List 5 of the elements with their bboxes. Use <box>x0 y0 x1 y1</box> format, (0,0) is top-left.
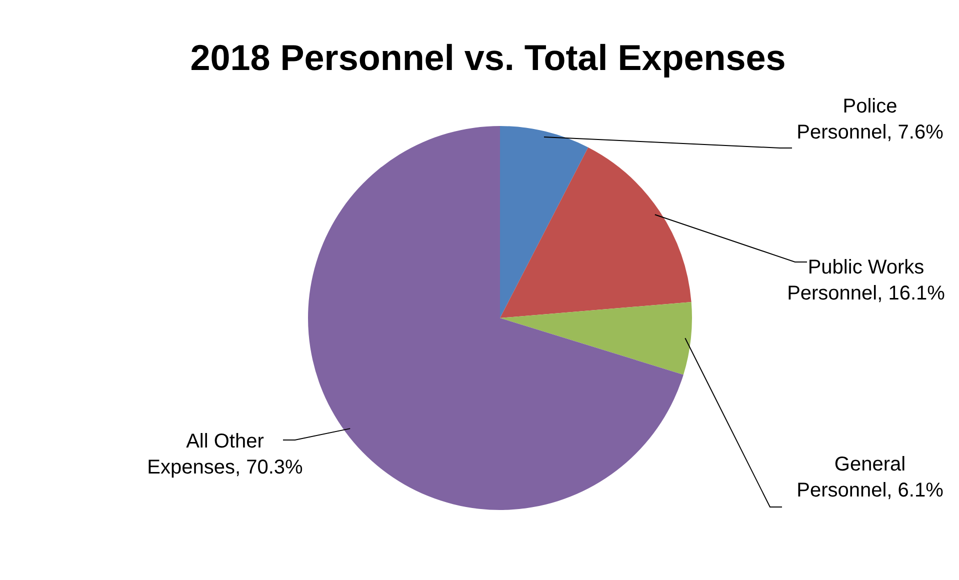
slice-label: General Personnel, 6.1% <box>796 454 944 502</box>
chart-title: 2018 Personnel vs. Total Expenses <box>190 36 786 78</box>
slice-label: Police Personnel, 7.6% <box>796 96 944 144</box>
slice-label: All Other Expenses, 70.3% <box>147 430 304 479</box>
slice-label: Public Works Personnel, 16.1% <box>787 256 946 305</box>
